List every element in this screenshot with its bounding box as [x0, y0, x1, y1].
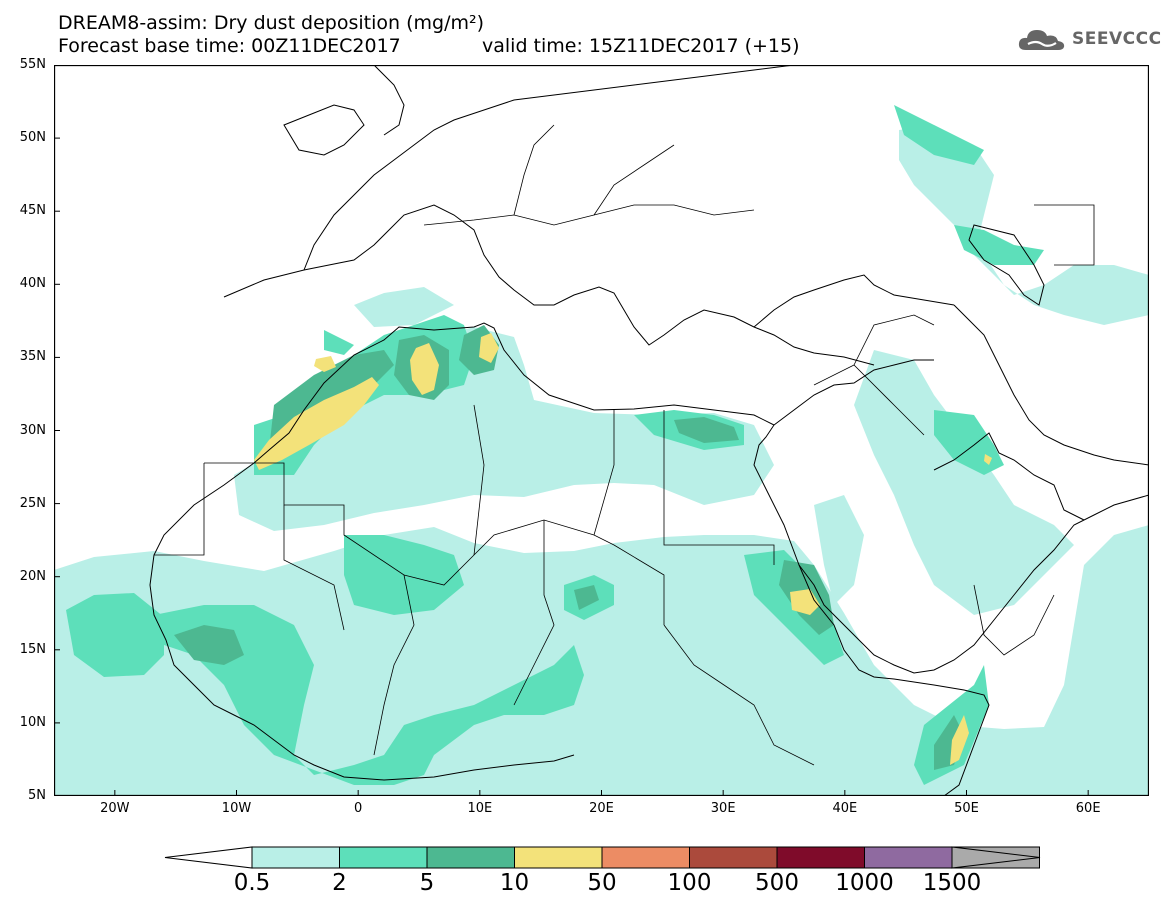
legend-label: 500 — [755, 870, 799, 896]
deposition-level-1 — [54, 125, 1149, 796]
lon-label: 50E — [954, 801, 979, 816]
lat-label: 20N — [19, 568, 46, 584]
deposition-level-4 — [254, 333, 992, 765]
legend-label: 0.5 — [233, 870, 271, 896]
lat-label: 45N — [19, 203, 46, 219]
country-borders — [154, 124, 1095, 766]
legend-color-box — [514, 846, 603, 869]
color-scale-legend — [164, 846, 1041, 869]
lon-label: 0 — [354, 801, 363, 816]
legend-color-box — [339, 846, 428, 869]
forecast-base-time: Forecast base time: 00Z11DEC2017 — [58, 35, 401, 57]
legend-right-arrow — [951, 846, 1041, 869]
valid-time: valid time: 15Z11DEC2017 (+15) — [482, 35, 800, 57]
lat-label: 40N — [19, 276, 46, 292]
lon-label: 20E — [589, 801, 614, 816]
legend-label: 100 — [667, 870, 712, 896]
lon-label: 30E — [710, 801, 736, 816]
legend-color-box — [251, 846, 340, 869]
lon-label: 20W — [100, 801, 130, 816]
lon-label: 10E — [467, 801, 493, 816]
legend-label: 2 — [332, 870, 347, 896]
legend-color-box — [776, 846, 865, 869]
map-title: DREAM8-assim: Dry dust deposition (mg/m²… — [58, 12, 485, 34]
seevccc-logo: SEEVCCC — [1016, 24, 1162, 54]
lon-label: 60E — [1075, 801, 1101, 816]
logo-text: SEEVCCC — [1072, 29, 1162, 49]
legend-label: 1500 — [922, 870, 982, 896]
legend-color-box — [426, 846, 515, 869]
legend-color-box — [601, 846, 690, 869]
lat-label: 35N — [19, 349, 46, 365]
cloud-icon — [1018, 30, 1065, 50]
coastlines — [149, 65, 1149, 796]
legend-label: 50 — [587, 870, 617, 896]
legend-color-box — [864, 846, 953, 869]
legend-label: 5 — [419, 870, 435, 896]
lat-label: 55N — [19, 57, 46, 72]
lat-label: 5N — [28, 788, 46, 803]
lat-label: 10N — [19, 714, 46, 730]
lat-label: 30N — [19, 422, 46, 438]
legend-left-arrow — [164, 846, 253, 869]
lat-label: 15N — [19, 641, 46, 657]
lat-label: 50N — [19, 130, 46, 146]
lon-label: 40E — [832, 801, 858, 816]
dust-deposition-map — [54, 65, 1149, 796]
legend-label: 1000 — [835, 870, 894, 896]
legend-label: 10 — [499, 870, 530, 896]
legend-color-box — [689, 846, 778, 869]
lon-label: 10W — [221, 801, 252, 816]
lat-label: 25N — [19, 495, 46, 511]
axis-ticks — [54, 65, 1089, 796]
